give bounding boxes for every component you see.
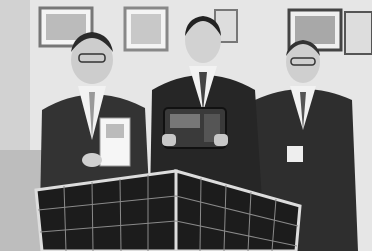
- page: {}: [0, 0, 372, 251]
- photo: [0, 0, 372, 251]
